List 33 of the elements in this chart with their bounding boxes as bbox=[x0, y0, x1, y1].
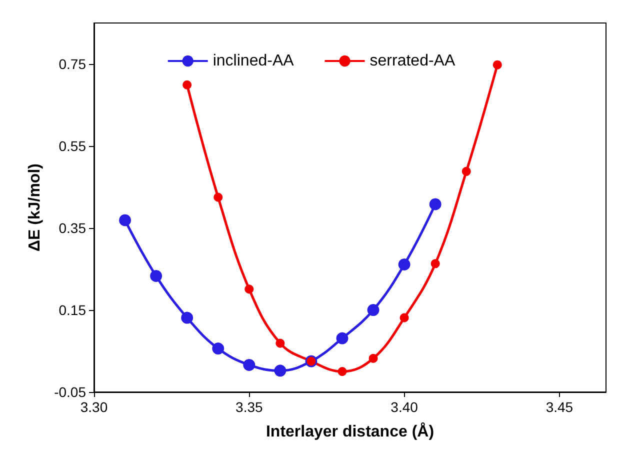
point bbox=[212, 342, 224, 355]
point bbox=[276, 338, 285, 348]
point bbox=[430, 259, 440, 268]
point bbox=[181, 312, 194, 324]
point bbox=[462, 166, 471, 176]
x-tick-label: 3.45 bbox=[546, 399, 574, 415]
y-tick-label: 0.15 bbox=[58, 302, 86, 318]
point bbox=[244, 284, 254, 294]
point bbox=[492, 60, 502, 70]
point bbox=[119, 214, 132, 226]
x-tick-label: 3.30 bbox=[80, 399, 108, 415]
point bbox=[368, 354, 378, 363]
point bbox=[214, 192, 223, 202]
point bbox=[400, 313, 409, 322]
point bbox=[398, 258, 410, 270]
point bbox=[367, 304, 380, 316]
x-axis-title: Interlayer distance (Å) bbox=[266, 422, 434, 440]
point bbox=[182, 80, 192, 90]
legend-label: inclined-AA bbox=[212, 52, 294, 70]
point bbox=[243, 358, 256, 371]
legend-label: serrated-AA bbox=[370, 52, 456, 70]
y-tick-label: 0.55 bbox=[58, 138, 86, 154]
x-tick-label: 3.35 bbox=[236, 399, 263, 415]
point bbox=[336, 332, 348, 344]
point bbox=[274, 364, 286, 377]
y-tick-label: 0.75 bbox=[58, 56, 86, 72]
x-tick-label: 3.40 bbox=[390, 399, 418, 415]
point bbox=[150, 270, 162, 282]
y-axis-title: ΔE (kJ/mol) bbox=[26, 164, 44, 252]
point bbox=[338, 367, 347, 376]
y-tick-label: -0.05 bbox=[54, 384, 86, 400]
point bbox=[429, 198, 442, 210]
y-tick-label: 0.35 bbox=[58, 220, 86, 236]
